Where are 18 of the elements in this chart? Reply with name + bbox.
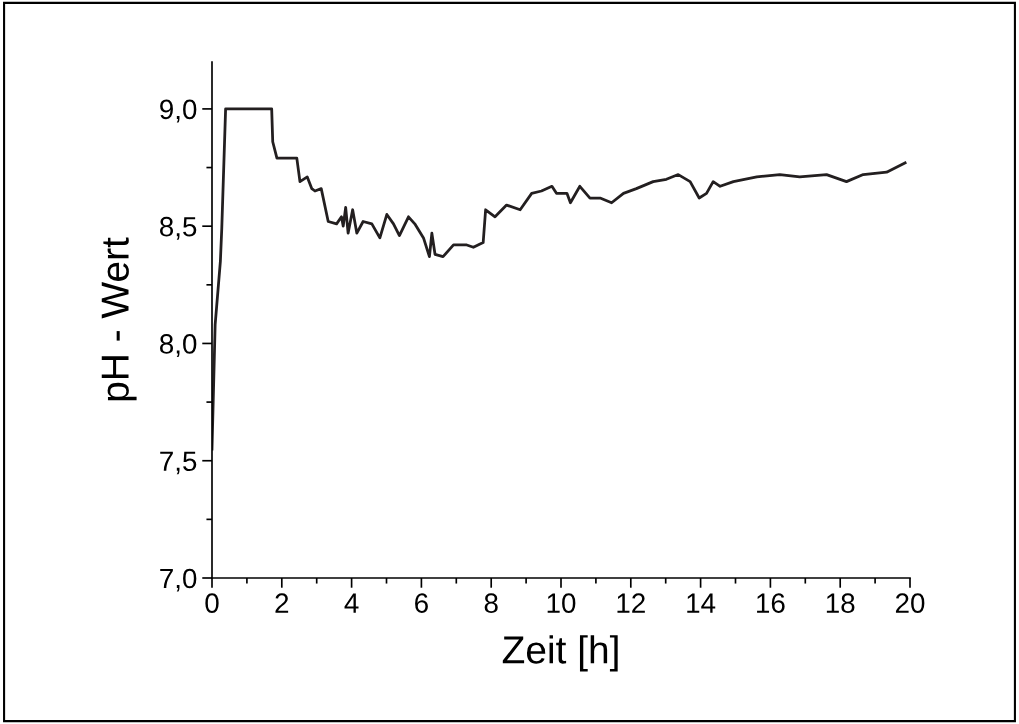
y-tick-label: 9,0 [160,99,197,123]
x-axis-title: Zeit [h] [502,635,618,672]
x-tick-label: 4 [344,593,359,613]
x-tick-label: 14 [687,593,716,613]
x-tick-label: 12 [617,593,645,613]
x-tick-label: 2 [275,593,289,613]
y-tick-label: 7,5 [160,451,197,475]
y-axis-title: pH - Wert [101,237,137,401]
x-tick-label: 20 [895,593,925,613]
x-tick-label: 16 [757,593,785,613]
x-tick-label: 6 [415,593,428,613]
y-tick-label: 8,0 [160,334,197,358]
y-tick-label: 7,0 [160,568,197,592]
y-tick-label: 8,5 [160,216,197,240]
x-tick-label: 0 [205,593,219,613]
x-tick-label: 10 [547,593,576,613]
x-tick-label: 18 [826,593,855,613]
x-tick-label: 8 [484,593,498,613]
